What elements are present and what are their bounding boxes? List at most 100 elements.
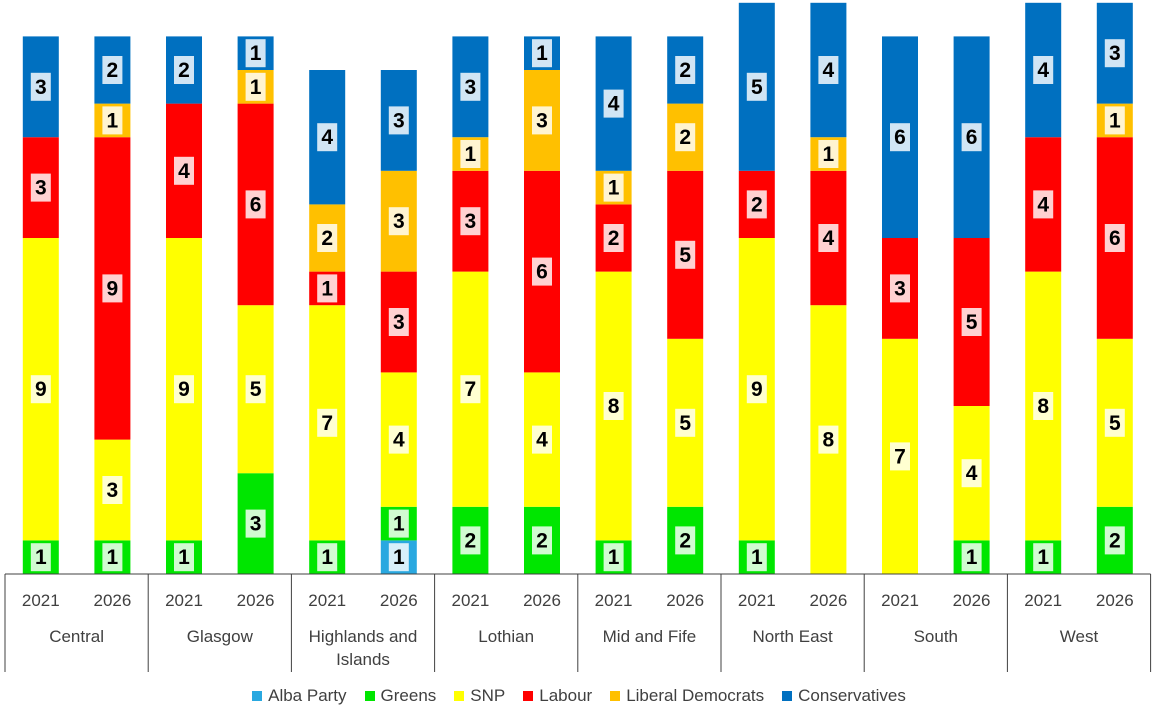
data-label-background (603, 224, 624, 252)
tick-label-year: 2026 (380, 591, 418, 610)
data-label-conservatives: 4 (1037, 59, 1049, 82)
data-label-background (245, 509, 266, 538)
data-label-snp: 7 (321, 412, 333, 435)
data-label-labour: 4 (823, 227, 835, 250)
data-label-liberal-democrats: 1 (107, 109, 119, 132)
data-label-labour: 6 (536, 261, 548, 284)
data-label-snp: 7 (894, 445, 906, 468)
data-label-background (102, 543, 123, 572)
data-label-background (174, 156, 194, 185)
tick-label-year: 2021 (595, 591, 633, 610)
data-label-liberal-democrats: 2 (321, 227, 333, 250)
legend-label: Labour (539, 686, 593, 705)
data-label-conservatives: 3 (465, 76, 477, 99)
data-label-background (818, 140, 839, 168)
data-label-background (30, 72, 51, 101)
data-label-background (818, 56, 839, 84)
tick-label-year: 2026 (523, 591, 561, 610)
data-label-conservatives: 4 (608, 93, 620, 116)
data-label-background (102, 56, 123, 84)
data-label-labour: 4 (178, 160, 190, 183)
data-label-conservatives: 3 (1109, 42, 1121, 65)
legend-item-alba-party: Alba Party (252, 686, 347, 706)
data-label-snp: 5 (1109, 412, 1121, 435)
data-label-background (174, 375, 194, 404)
data-label-background (245, 72, 266, 101)
data-label-liberal-democrats: 1 (823, 143, 835, 166)
category-axis: 2021 2026 2021 2026 2021 2026 2021 2026 2021 2026… (4, 573, 1152, 672)
data-label-background (603, 543, 624, 572)
data-label-background (245, 190, 266, 219)
data-label-background (317, 543, 338, 572)
data-label-background (174, 56, 194, 84)
data-label-background (675, 526, 696, 555)
data-label-labour: 3 (35, 177, 47, 200)
tick-label-region: West (1060, 627, 1099, 646)
tick-label-region: South (914, 627, 958, 646)
data-label-greens: 1 (1037, 546, 1049, 569)
data-label-labour: 5 (966, 311, 978, 334)
data-label-labour: 4 (1037, 193, 1049, 216)
legend-label: Alba Party (268, 686, 347, 705)
data-label-greens: 2 (679, 529, 691, 552)
data-label-labour: 6 (250, 193, 262, 216)
legend-swatch (364, 691, 375, 701)
legend-label: SNP (470, 686, 506, 705)
data-label-snp: 4 (536, 429, 548, 452)
data-label-background (1104, 39, 1125, 68)
legend-label: Liberal Democrats (626, 686, 765, 705)
data-label-liberal-democrats: 1 (250, 76, 262, 99)
legend-swatch (610, 691, 621, 701)
data-label-background (245, 375, 266, 404)
tick-label-year: 2021 (881, 591, 919, 610)
data-label-background (317, 408, 338, 437)
tick-label-region: Glasgow (187, 627, 254, 646)
data-label-labour: 1 (321, 277, 333, 300)
data-label-liberal-democrats: 1 (1109, 109, 1121, 132)
data-label-greens: 1 (35, 546, 47, 569)
data-label-liberal-democrats: 3 (393, 210, 405, 233)
tick-label-year: 2026 (809, 591, 847, 610)
data-label-background (603, 392, 624, 420)
tick-label-year: 2021 (308, 591, 346, 610)
legend-swatch (523, 691, 534, 701)
data-label-background (460, 207, 481, 236)
data-label-background (388, 207, 409, 236)
data-label-background (818, 224, 839, 252)
data-label-labour: 3 (465, 210, 477, 233)
data-label-conservatives: 3 (35, 76, 47, 99)
tick-label-year: 2026 (237, 591, 275, 610)
legend-label: Greens (380, 686, 437, 705)
data-label-labour: 9 (107, 277, 119, 300)
data-label-background (388, 308, 409, 336)
data-label-liberal-democrats: 1 (608, 177, 620, 200)
data-label-background (890, 123, 910, 152)
data-label-background (102, 476, 123, 504)
data-label-greens: 1 (608, 546, 620, 569)
data-label-labour: 3 (894, 277, 906, 300)
data-label-background (388, 543, 409, 572)
data-label-snp: 7 (465, 378, 477, 401)
data-label-conservatives: 2 (679, 59, 691, 82)
tick-label-year: 2026 (666, 591, 704, 610)
data-label-background (460, 526, 481, 555)
tick-label-region: Lothian (478, 627, 534, 646)
chart-legend: Alba Party Greens SNP Labour Liberal Democra… (0, 684, 1158, 708)
tick-label-year: 2026 (953, 591, 991, 610)
data-label-background (388, 509, 409, 538)
data-label-background (30, 375, 51, 404)
data-label-background (460, 140, 481, 168)
tick-label-region: Mid and Fife (603, 627, 697, 646)
data-label-snp: 4 (393, 429, 405, 452)
data-label-background (317, 224, 338, 252)
data-label-background (746, 543, 767, 572)
data-label-background (1033, 190, 1054, 219)
data-label-background (675, 408, 696, 437)
data-label-snp: 9 (751, 378, 763, 401)
data-label-background (890, 274, 910, 303)
bars-layer: 1 9 3 3 1 3 9 1 2 1 9 4 2 3 5 6 1 1 1 7 1 2 4 1 1 4 3 3 3 2 7 3 1 3 2 4 6 3 1 1… (22, 2, 1133, 574)
tick-label-year: 2021 (451, 591, 489, 610)
data-label-conservatives: 3 (393, 109, 405, 132)
data-label-snp: 4 (966, 462, 978, 485)
legend-item-labour: Labour (523, 686, 592, 706)
